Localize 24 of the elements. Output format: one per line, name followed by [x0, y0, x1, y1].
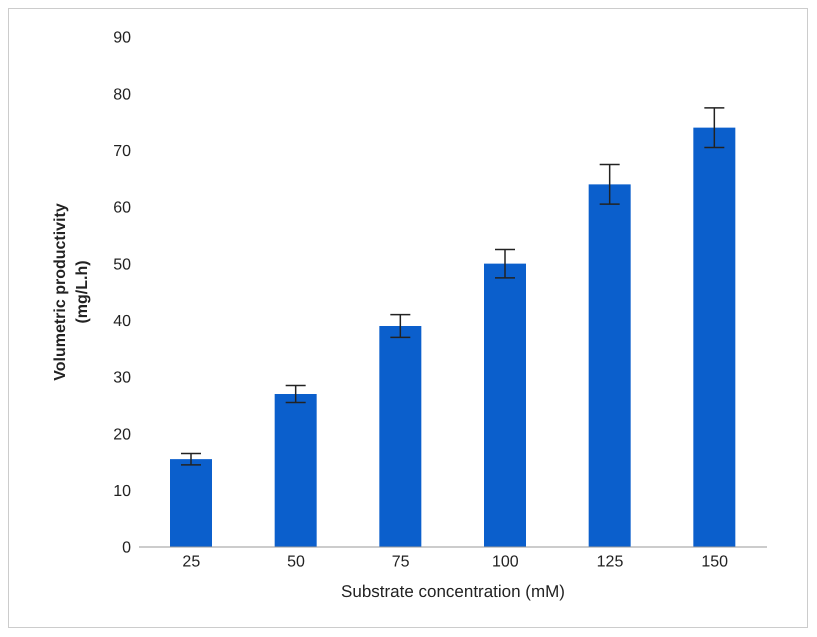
bar [170, 459, 212, 547]
y-tick-label: 40 [113, 313, 132, 330]
bar [379, 326, 422, 547]
bar [484, 264, 526, 547]
y-axis-title: Volumetric productivity (mg/L.h) [52, 203, 91, 381]
y-tick-label: 20 [113, 426, 132, 444]
y-tick-label: 50 [113, 256, 132, 274]
x-tick-label: 25 [182, 553, 200, 570]
bar [588, 184, 631, 547]
bar [274, 394, 317, 547]
x-tick-label: 50 [287, 553, 305, 570]
x-tick-label: 75 [392, 553, 410, 570]
x-axis-title: Substrate concentration (mM) [341, 582, 565, 601]
y-tick-label: 60 [113, 200, 132, 217]
y-tick-label: 80 [113, 86, 132, 104]
x-tick-label: 100 [492, 553, 519, 570]
y-tick-label: 30 [113, 370, 132, 387]
y-tick-label: 0 [122, 540, 132, 557]
bar [693, 128, 736, 547]
x-tick-label: 150 [701, 553, 728, 570]
y-tick-label: 90 [113, 30, 132, 47]
x-tick-label: 125 [596, 553, 624, 570]
y-tick-label: 10 [113, 483, 132, 500]
y-tick-label: 70 [113, 143, 132, 160]
